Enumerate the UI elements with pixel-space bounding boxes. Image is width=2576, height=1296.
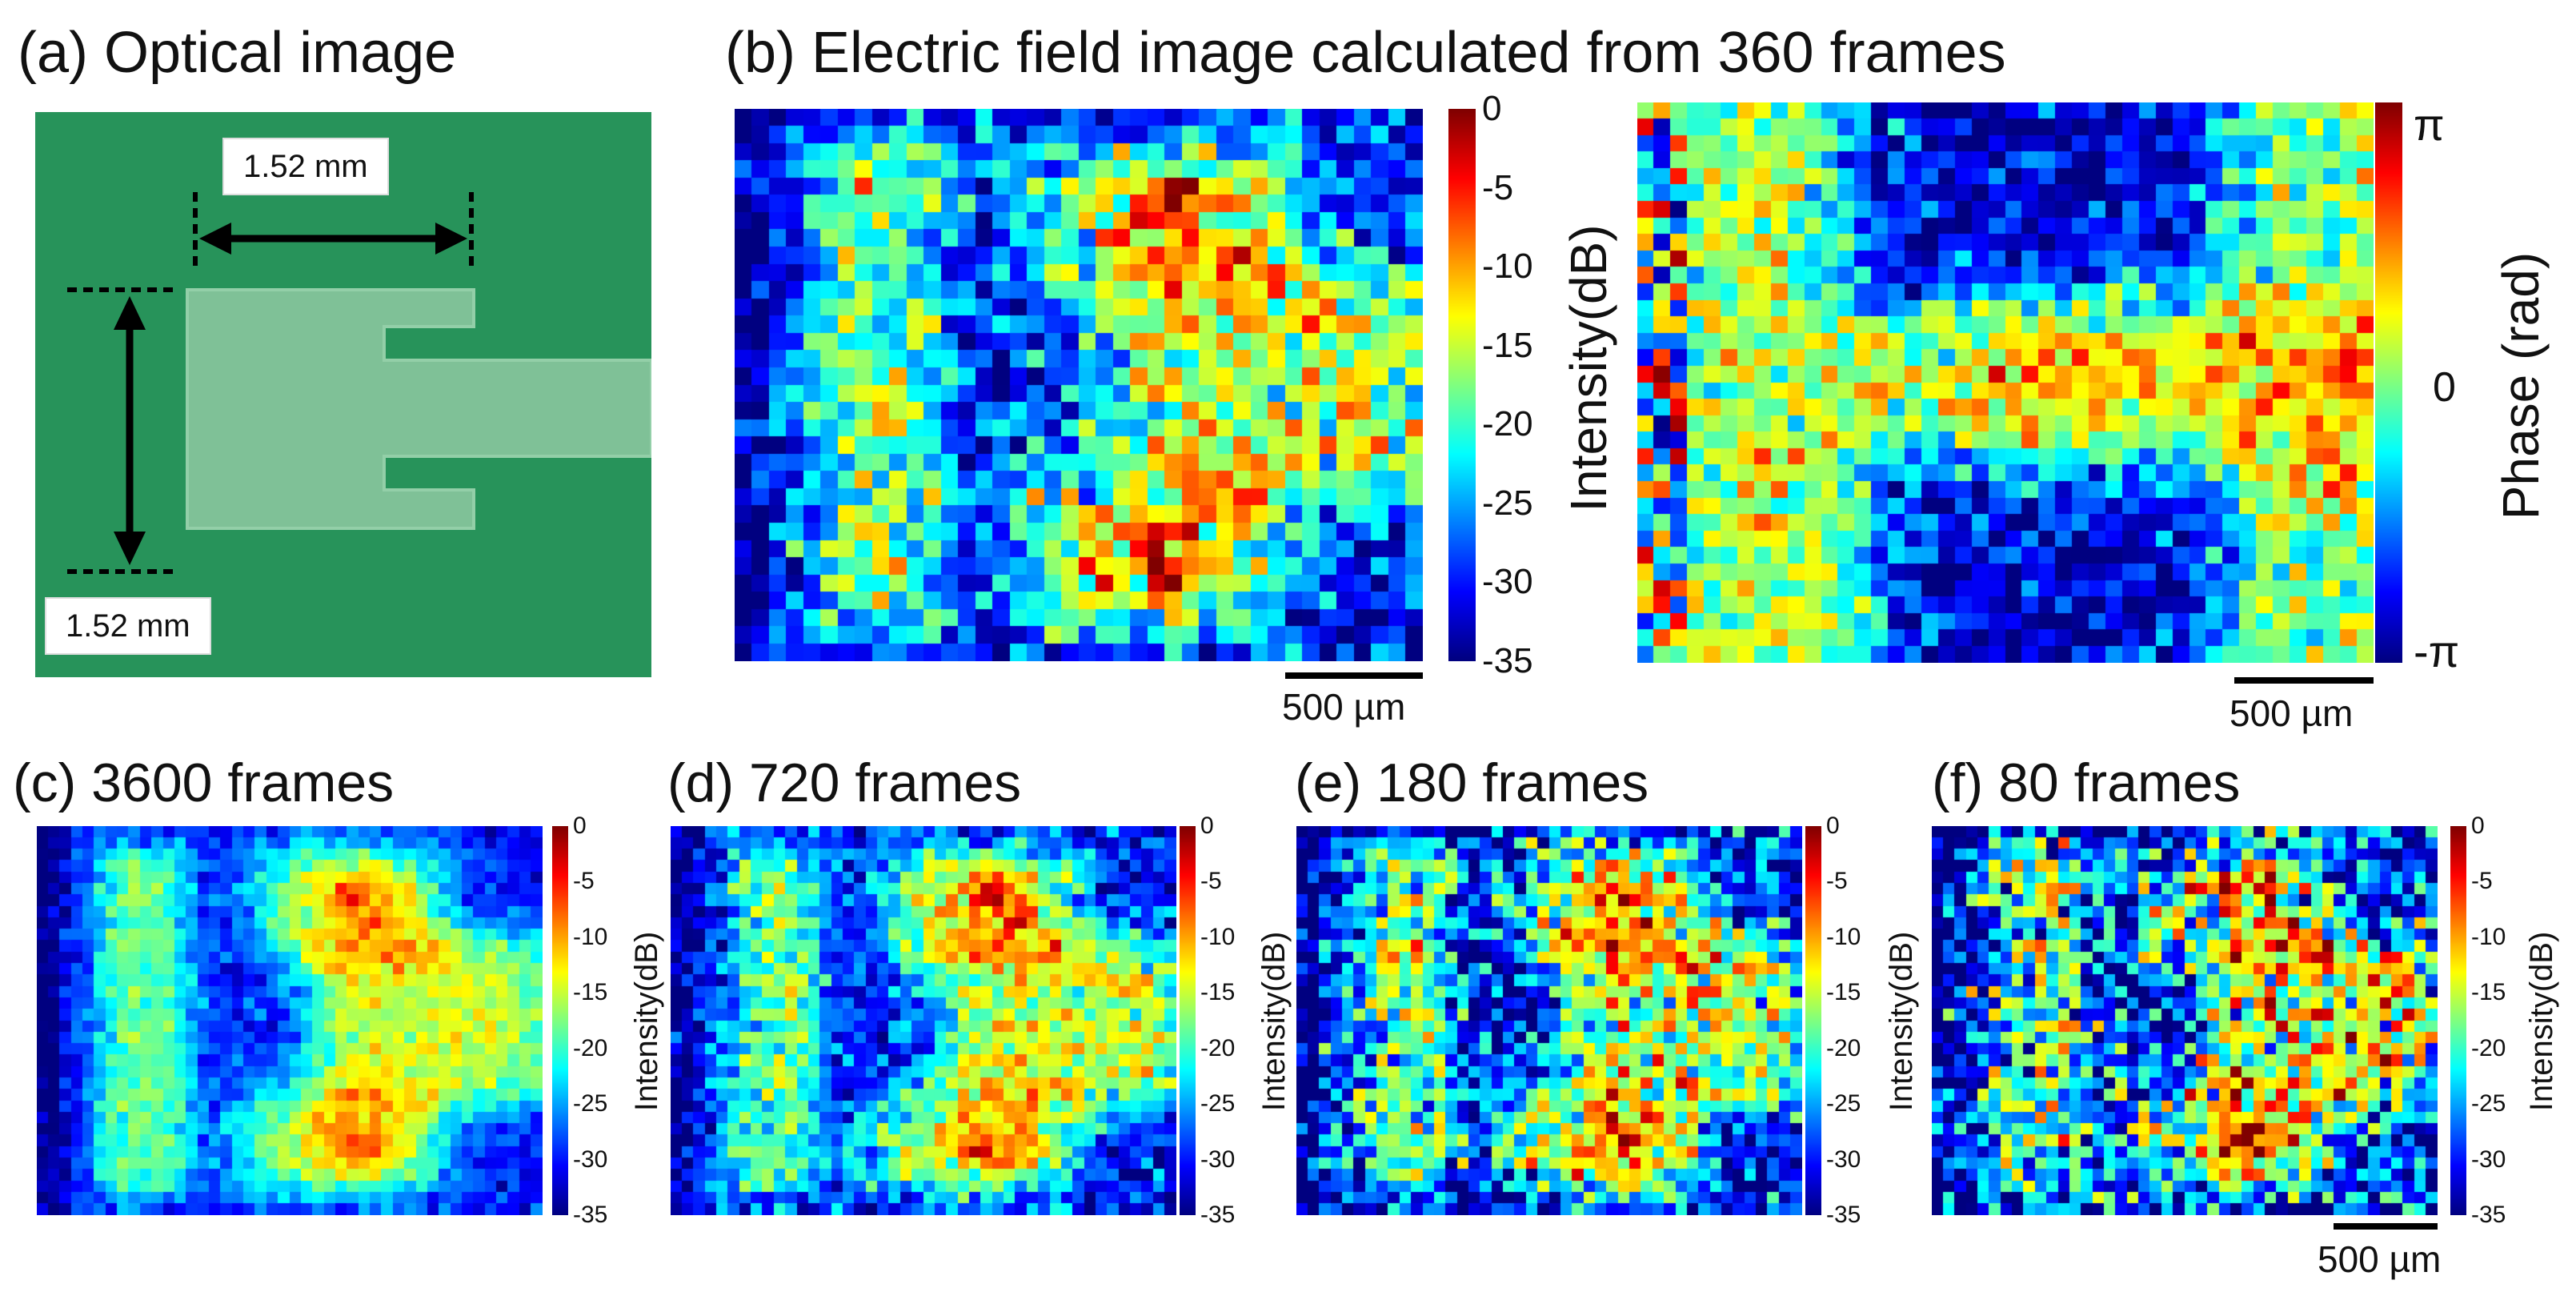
intensity-tick-e-6: -30 <box>1826 1146 1861 1173</box>
panel-b-title: (b) Electric field image calculated from… <box>725 21 2006 85</box>
intensity-tick-e-7: -35 <box>1826 1202 1861 1228</box>
intensity-tick-b-5: -25 <box>1482 483 1533 523</box>
scale-bar-label-b2: 500 µm <box>2229 692 2354 734</box>
intensity-tick-d-3: -15 <box>1200 979 1236 1006</box>
heatmap-intensity-3600 <box>37 826 543 1215</box>
intensity-tick-b-7: -35 <box>1482 641 1533 680</box>
arrowhead-down-icon <box>114 532 146 565</box>
intensity-tick-b-0: 0 <box>1482 89 1502 128</box>
intensity-tick-d-1: -5 <box>1200 868 1222 895</box>
colorbar-label-intensity-180: Intensity(dB) <box>1884 931 1919 1112</box>
colorbar-intensity-3600 <box>552 826 568 1215</box>
colorbar-phase-360 <box>2375 102 2402 663</box>
intensity-tick-c-2: -10 <box>573 923 608 950</box>
intensity-tick-f-4: -20 <box>2471 1034 2506 1061</box>
colorbar-label-intensity-360: Intensity(dB) <box>1560 224 1617 512</box>
phase-tick-minus-pi: -π <box>2414 626 2460 676</box>
dimension-label-width: 1.52 mm <box>222 138 389 195</box>
colorbar-intensity-80 <box>2450 826 2466 1215</box>
colorbar-label-phase: Phase (rad) <box>2492 251 2550 520</box>
intensity-tick-c-4: -20 <box>573 1034 608 1061</box>
heatmap-intensity-80 <box>1932 826 2438 1215</box>
arrowhead-up-icon <box>114 296 146 330</box>
heatmap-phase-360 <box>1637 102 2374 663</box>
dimension-label-height: 1.52 mm <box>45 597 211 655</box>
intensity-tick-c-7: -35 <box>573 1202 608 1228</box>
intensity-tick-e-4: -20 <box>1826 1034 1861 1061</box>
intensity-tick-b-1: -5 <box>1482 167 1514 207</box>
colorbar-ticks-intensity-3600: 0 -5 -10 -15 -20 -25 -30 -35 <box>573 814 621 1227</box>
intensity-tick-b-6: -30 <box>1482 562 1533 602</box>
intensity-tick-e-2: -10 <box>1826 923 1861 950</box>
colorbar-intensity-360 <box>1448 109 1476 661</box>
intensity-tick-f-0: 0 <box>2471 813 2485 839</box>
colorbar-ticks-intensity-360: 0 -5 -10 -15 -20 -25 -30 -35 <box>1482 91 1546 679</box>
scale-bar-b1 <box>1285 672 1423 679</box>
optical-image <box>35 112 651 677</box>
phase-tick-zero: 0 <box>2433 364 2456 411</box>
panel-e-title: (e) 180 frames <box>1295 752 1649 813</box>
panel-c-title: (c) 3600 frames <box>13 752 395 813</box>
intensity-tick-c-3: -15 <box>573 979 608 1006</box>
intensity-tick-c-1: -5 <box>573 868 595 895</box>
colorbar-intensity-180 <box>1805 826 1821 1215</box>
intensity-tick-c-0: 0 <box>573 813 587 839</box>
intensity-tick-f-6: -30 <box>2471 1146 2506 1173</box>
intensity-tick-b-4: -20 <box>1482 404 1533 444</box>
intensity-tick-f-3: -15 <box>2471 979 2506 1006</box>
heatmap-intensity-180 <box>1296 826 1802 1215</box>
arrowhead-left-icon <box>199 223 231 255</box>
scale-bar-label-f: 500 µm <box>2318 1238 2442 1280</box>
intensity-tick-c-5: -25 <box>573 1090 608 1117</box>
heatmap-intensity-720 <box>671 826 1176 1215</box>
intensity-tick-b-3: -15 <box>1482 325 1533 365</box>
arrowhead-right-icon <box>435 223 467 255</box>
colorbar-label-intensity-80: Intensity(dB) <box>2524 931 2559 1112</box>
colorbar-label-intensity-720: Intensity(dB) <box>1256 931 1292 1112</box>
colorbar-ticks-intensity-180: 0 -5 -10 -15 -20 -25 -30 -35 <box>1826 814 1874 1227</box>
intensity-tick-f-1: -5 <box>2471 868 2493 895</box>
colorbar-label-intensity-3600: Intensity(dB) <box>629 931 664 1112</box>
intensity-tick-d-4: -20 <box>1200 1034 1236 1061</box>
panel-a-title: (a) Optical image <box>18 21 457 85</box>
intensity-tick-d-7: -35 <box>1200 1202 1236 1228</box>
colorbar-ticks-intensity-80: 0 -5 -10 -15 -20 -25 -30 -35 <box>2471 814 2519 1227</box>
intensity-tick-d-6: -30 <box>1200 1146 1236 1173</box>
phase-tick-pi: π <box>2414 99 2445 150</box>
intensity-tick-d-0: 0 <box>1200 813 1214 839</box>
intensity-tick-f-7: -35 <box>2471 1202 2506 1228</box>
panel-d-title: (d) 720 frames <box>667 752 1022 813</box>
antenna-pad <box>186 288 651 530</box>
intensity-tick-f-2: -10 <box>2471 923 2506 950</box>
intensity-tick-d-2: -10 <box>1200 923 1236 950</box>
heatmap-intensity-360 <box>735 109 1423 661</box>
scale-bar-b2 <box>2234 677 2374 684</box>
colorbar-intensity-720 <box>1180 826 1196 1215</box>
intensity-tick-e-0: 0 <box>1826 813 1840 839</box>
intensity-tick-e-1: -5 <box>1826 868 1848 895</box>
intensity-tick-f-5: -25 <box>2471 1090 2506 1117</box>
intensity-tick-e-3: -15 <box>1826 979 1861 1006</box>
intensity-tick-d-5: -25 <box>1200 1090 1236 1117</box>
intensity-tick-b-2: -10 <box>1482 247 1533 287</box>
scale-bar-label-b1: 500 µm <box>1282 686 1406 728</box>
scale-bar-f <box>2334 1223 2438 1230</box>
colorbar-ticks-intensity-720: 0 -5 -10 -15 -20 -25 -30 -35 <box>1200 814 1248 1227</box>
intensity-tick-c-6: -30 <box>573 1146 608 1173</box>
intensity-tick-e-5: -25 <box>1826 1090 1861 1117</box>
panel-f-title: (f) 80 frames <box>1932 752 2241 813</box>
